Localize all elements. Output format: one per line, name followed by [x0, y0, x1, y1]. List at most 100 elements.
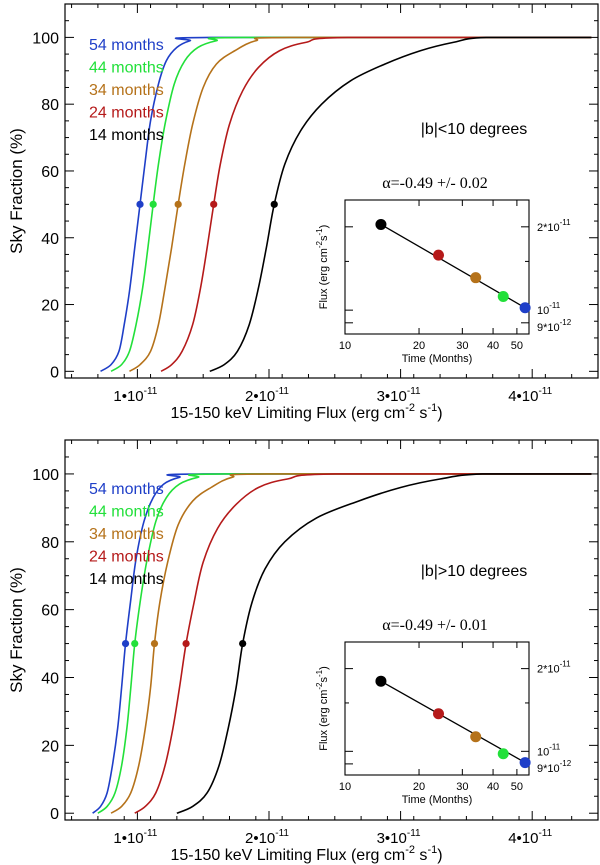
x-tick-label: 2•10-11	[245, 828, 289, 847]
x-tick-label: 3•10-11	[377, 828, 421, 847]
median-marker-24-months	[210, 200, 218, 208]
legend-entry: 44 months	[89, 60, 164, 77]
inset-title: α=-0.49 +/- 0.02	[382, 175, 488, 192]
plot-frame	[64, 439, 599, 821]
inset-y-axis-title-sup: -2	[315, 240, 324, 248]
x-axis-title-end: )	[437, 847, 442, 864]
region-label: |b|>10 degrees	[421, 563, 528, 580]
inset-y-tick-mantissa: 10	[537, 746, 549, 758]
inset-plot: α=-0.49 +/- 0.02 10 20 30 40 50 Time (Months) 2…	[315, 175, 572, 365]
inset-y-tick-exponent: -11	[549, 301, 561, 310]
x-tick-exponent: -11	[275, 828, 289, 839]
legend-entry: 14 months	[89, 571, 164, 588]
inset-x-axis-title: Time (Months)	[402, 794, 473, 806]
x-tick-label: 1•10-11	[113, 828, 157, 847]
legend-entry: 44 months	[89, 504, 164, 521]
inset-y-tick-exponent: -12	[560, 759, 572, 768]
inset-title-symbol: α	[382, 617, 391, 634]
inset-y-axis-title-main: Flux (erg cm	[318, 248, 330, 309]
inset-y-tick-mantissa: 2*10	[537, 664, 560, 676]
inset-y-tick-mantissa: 9*10	[537, 763, 560, 775]
inset-y-axis-title-mid: s	[318, 677, 330, 683]
x-tick-exponent: -11	[144, 386, 158, 397]
inset-y-tick-exponent: -11	[549, 742, 561, 751]
inset-y-tick-label: 10-11	[537, 742, 561, 758]
median-marker-54-months	[136, 200, 144, 208]
median-marker-14-months	[239, 639, 247, 648]
inset-y-axis-title: Flux (erg cm-2s-1)	[315, 666, 330, 751]
legend-entry: 14 months	[89, 127, 164, 144]
inset-y-tick-label: 9*10-12	[537, 759, 572, 775]
inset-data-point	[433, 708, 445, 720]
inset-x-tick-label: 40	[487, 340, 499, 352]
x-tick-mantissa: 2•10	[245, 388, 275, 405]
x-tick-mantissa: 2•10	[245, 830, 275, 847]
inset-x-tick-label: 30	[456, 340, 468, 352]
x-tick-exponent: -11	[407, 386, 421, 397]
x-tick-mantissa: 3•10	[377, 830, 407, 847]
inset-x-tick-label: 20	[413, 340, 425, 352]
x-tick-label: 3•10-11	[377, 386, 421, 405]
inset-x-axis-title: Time (Months)	[402, 353, 473, 365]
inset-y-tick-mantissa: 9*10	[537, 322, 560, 334]
y-tick-label: 0	[50, 806, 59, 823]
x-tick-mantissa: 4•10	[508, 830, 538, 847]
x-tick-exponent: -11	[407, 828, 421, 839]
x-axis-title: 15-150 keV Limiting Flux (erg cm-2 s-1)	[170, 844, 442, 864]
plot-frame	[64, 3, 599, 379]
inset-x-tick-label: 40	[487, 781, 499, 793]
inset-title-value: =-0.49 +/- 0.01	[391, 617, 488, 634]
inset-y-tick-mantissa: 10	[537, 305, 549, 317]
x-axis-title-end: )	[437, 405, 442, 422]
median-marker-14-months	[270, 200, 278, 208]
series-line-24-months	[160, 36, 592, 373]
series-line-24-months	[134, 473, 592, 814]
x-axis-title-sup: -2	[405, 402, 415, 414]
x-axis-title: 15-150 keV Limiting Flux (erg cm-2 s-1)	[170, 402, 442, 422]
x-tick-label: 2•10-11	[245, 386, 289, 405]
inset-frame	[344, 199, 530, 335]
x-tick-mantissa: 1•10	[113, 830, 143, 847]
median-marker-34-months	[150, 639, 159, 648]
inset-data-point	[519, 302, 531, 314]
inset-title-symbol: α	[382, 175, 391, 192]
legend-entry: 54 months	[89, 481, 164, 498]
y-tick-label: 100	[32, 30, 59, 47]
x-tick-label: 4•10-11	[508, 386, 552, 405]
y-axis-title: Sky Fraction (%)	[7, 567, 26, 693]
x-tick-mantissa: 1•10	[113, 388, 143, 405]
inset-y-axis-title: Flux (erg cm-2s-1)	[315, 225, 330, 310]
inset-y-tick-exponent: -12	[560, 318, 572, 327]
x-tick-exponent: -11	[538, 828, 552, 839]
legend-entry: 34 months	[89, 82, 164, 99]
inset-y-tick-mantissa: 2*10	[537, 222, 560, 234]
inset-y-axis-title-sup: -1	[315, 228, 324, 236]
median-marker-34-months	[174, 200, 182, 208]
median-marker-44-months	[131, 639, 139, 648]
y-tick-label: 40	[41, 231, 59, 248]
inset-title: α=-0.49 +/- 0.01	[382, 617, 488, 634]
inset-y-axis-title-end: )	[318, 666, 330, 670]
inset-data-point	[497, 748, 509, 760]
y-tick-label: 0	[50, 364, 59, 381]
legend-entry: 54 months	[89, 37, 164, 54]
legend-entry: 24 months	[89, 549, 164, 566]
x-tick-label: 4•10-11	[508, 828, 552, 847]
inset-data-point	[470, 731, 482, 743]
x-tick-mantissa: 4•10	[508, 388, 538, 405]
y-tick-label: 60	[41, 603, 59, 620]
legend-entry: 34 months	[89, 526, 164, 543]
inset-x-tick-label: 30	[456, 781, 468, 793]
x-tick-exponent: -11	[538, 386, 552, 397]
y-tick-label: 40	[41, 671, 59, 688]
series-line-44-months	[97, 473, 592, 814]
y-tick-label: 60	[41, 164, 59, 181]
inset-y-tick-label: 2*10-11	[537, 660, 571, 676]
median-marker-24-months	[182, 639, 190, 648]
x-axis-title-main: 15-150 keV Limiting Flux (erg cm	[170, 847, 405, 864]
inset-x-tick-label: 20	[413, 781, 425, 793]
inset-data-point	[375, 218, 387, 230]
series-line-34-months	[129, 36, 592, 373]
